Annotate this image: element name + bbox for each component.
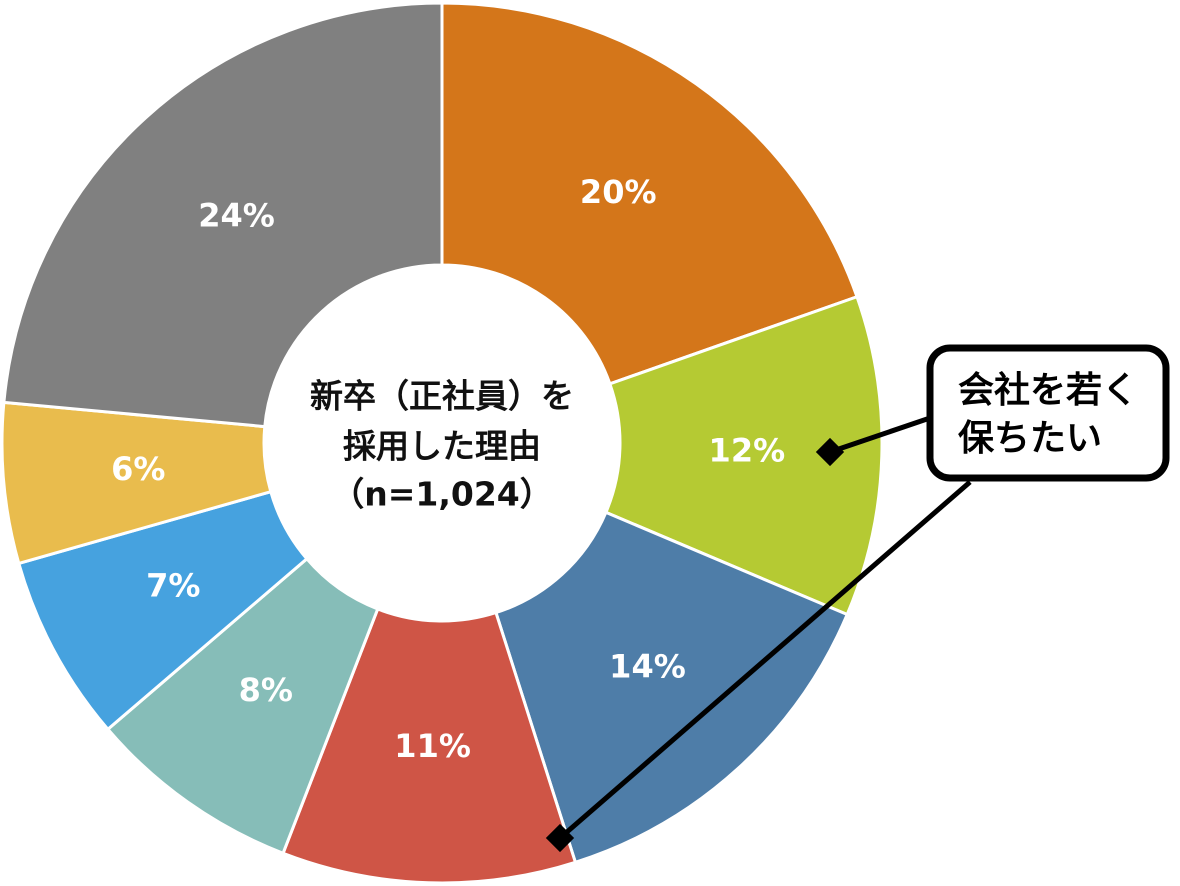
slice (494, 510, 850, 865)
value-label: 11% (394, 727, 471, 765)
center-label: 新卒（正社員）を (310, 377, 574, 416)
center-label: （n=1,024） (331, 475, 553, 514)
annotation-text: 会社を若く (958, 370, 1138, 411)
value-label: 8% (239, 671, 293, 709)
center-label: 採用した理由 (343, 427, 541, 466)
slice (440, 1, 859, 386)
slices (0, 1, 884, 885)
slice (281, 607, 578, 885)
slice (2, 1, 444, 429)
slice (603, 294, 884, 617)
annotation-text: 保ちたい (958, 418, 1102, 459)
value-label: 12% (709, 431, 786, 469)
value-label: 14% (609, 647, 686, 685)
callout-line (829, 415, 931, 455)
value-label: 7% (146, 566, 200, 604)
value-label: 24% (198, 197, 275, 235)
slice (105, 556, 380, 856)
value-label: 6% (111, 450, 165, 488)
annotation-box (926, 344, 1170, 482)
callout-line (558, 480, 972, 840)
labels: 20% 12% 14% 11% 8% 7% 6% 24% (111, 173, 785, 765)
callout-marker (545, 823, 575, 853)
callout-marker (815, 437, 845, 467)
value-label: 20% (580, 173, 657, 211)
